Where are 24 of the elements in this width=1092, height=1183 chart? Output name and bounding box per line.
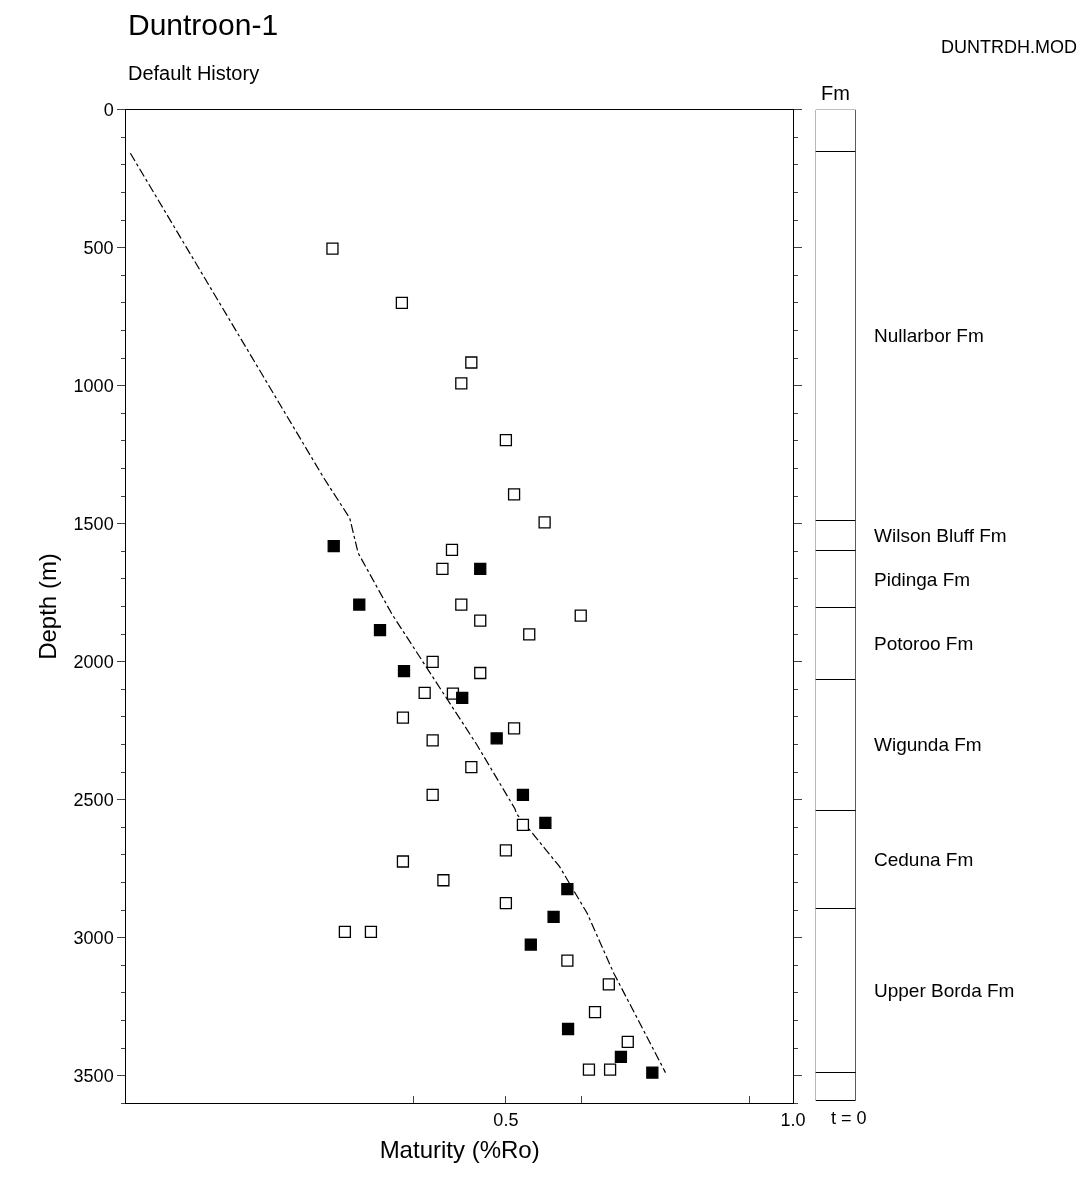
chart-title: Fm [821,82,850,104]
x-tick-label: 0.5 [493,1109,519,1130]
y-tick-label: 0 [103,100,114,121]
series-label: Wilson Bluff Fm [874,525,1007,546]
x-axis-title: Maturity (%Ro) [379,1136,540,1164]
series-label: Wigunda Fm [874,734,982,755]
chart-subtitle: Default History [128,62,260,84]
y-tick-label: 3500 [73,1065,114,1086]
x-tick-label: 1.0 [780,1109,806,1130]
series-label: Pidinga Fm [874,569,971,590]
text: t = 0 [831,1108,867,1128]
y-tick-label: 2500 [73,789,114,810]
y-axis-title: Depth (m) [33,553,61,660]
text: DUNTRDH.MOD [941,37,1077,57]
chart-title: Duntroon-1 [128,8,279,41]
y-tick-label: 2000 [73,651,114,672]
y-tick-label: 500 [83,238,114,258]
y-tick-label: 1000 [73,375,114,396]
series-label: Ceduna Fm [874,849,974,870]
series-label: Potoroo Fm [874,633,974,654]
y-tick-label: 1500 [73,513,114,534]
series-label: Upper Borda Fm [874,980,1015,1001]
series-label: Nullarbor Fm [874,325,984,346]
y-tick-label: 3000 [73,927,114,948]
